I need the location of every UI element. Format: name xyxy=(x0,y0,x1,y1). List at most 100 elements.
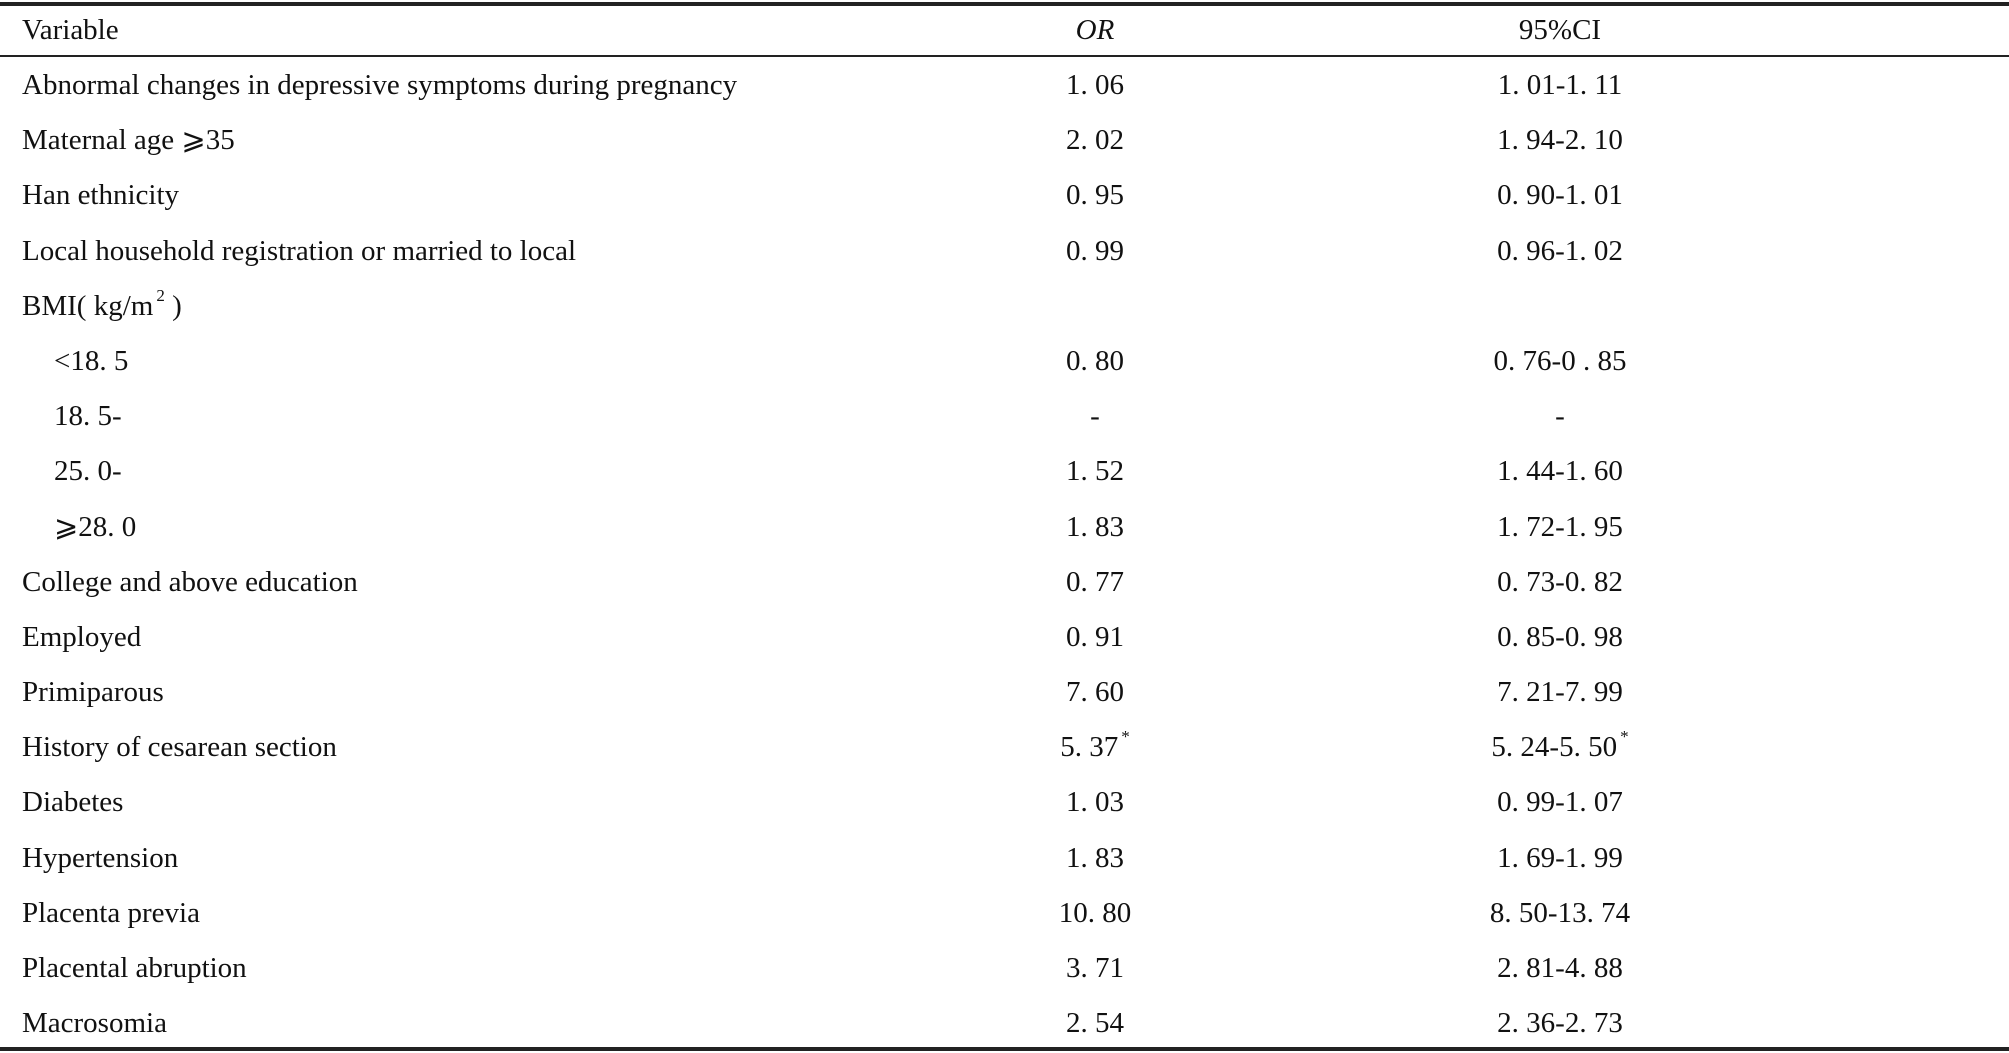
table-row: College and above education 0. 77 0. 73-0.… xyxy=(0,555,2009,610)
or-value: 7. 60 xyxy=(1066,676,1124,709)
ci-value: 1. 44-1. 60 xyxy=(1497,455,1623,488)
variable-text: Placental abruption xyxy=(22,952,247,984)
variable-text: Hypertension xyxy=(22,841,179,874)
or-cell: 0. 80 xyxy=(1000,337,1190,386)
or-value: 1. 83 xyxy=(1066,510,1124,543)
ci-cell: 8. 50-13. 74 xyxy=(1460,889,1660,938)
header-variable: Variable xyxy=(22,14,119,46)
ci-cell: 0. 99-1. 07 xyxy=(1460,778,1660,827)
variable-cell: BMI( kg/m 2 ) xyxy=(22,282,182,331)
or-value: 3. 71 xyxy=(1066,952,1124,984)
or-value: 10. 80 xyxy=(1058,896,1132,929)
ci-cell: 0. 73-0. 82 xyxy=(1460,558,1660,607)
variable-cell: Employed xyxy=(22,613,141,662)
table-header-row: Variable OR 95%CI xyxy=(0,6,2009,55)
or-cell: 0. 95 xyxy=(1000,171,1190,220)
table-row: BMI( kg/m 2 ) xyxy=(0,279,2009,334)
ci-cell: 0. 85-0. 98 xyxy=(1460,613,1660,662)
or-cell: 1. 83 xyxy=(1000,834,1190,883)
or-cell: 1. 03 xyxy=(1000,778,1190,827)
ci-value: 0. 76-0 . 85 xyxy=(1493,344,1627,377)
ci-value: 1. 72-1. 95 xyxy=(1497,510,1623,543)
or-cell: 0. 91 xyxy=(1000,613,1190,662)
ci-value: 2. 36-2. 73 xyxy=(1497,1007,1623,1040)
variable-cell: History of cesarean section xyxy=(22,723,337,772)
variable-text: 18. 5- xyxy=(54,400,122,433)
ci-value: 1. 01-1. 11 xyxy=(1497,69,1623,101)
table-row: Han ethnicity 0. 95 0. 90-1. 01 xyxy=(0,168,2009,223)
table-top-rule xyxy=(0,2,2009,6)
variable-text: BMI( kg/m xyxy=(22,289,154,322)
ci-value: 0. 99-1. 07 xyxy=(1497,786,1623,819)
ci-cell: 2. 36-2. 73 xyxy=(1460,999,1660,1048)
or-value: 0. 99 xyxy=(1066,234,1124,267)
variable-text: Employed xyxy=(22,620,142,653)
variable-cell: ⩾28. 0 xyxy=(54,503,136,552)
ci-value: 0. 90-1. 01 xyxy=(1497,179,1623,212)
variable-text: Han ethnicity xyxy=(22,179,180,212)
header-or: OR xyxy=(1075,14,1115,46)
or-value: 2. 54 xyxy=(1066,1007,1124,1040)
variable-cell: Placenta previa xyxy=(22,889,200,938)
variable-text: 25. 0- xyxy=(54,455,122,488)
ci-value: 2. 81-4. 88 xyxy=(1497,952,1623,984)
ci-value: 0. 73-0. 82 xyxy=(1497,565,1623,598)
variable-text: Abnormal changes in depressive symptoms … xyxy=(22,69,738,101)
or-value: 0. 95 xyxy=(1066,179,1124,212)
ci-cell: 0. 96-1. 02 xyxy=(1460,227,1660,276)
or-value: 1. 03 xyxy=(1066,786,1124,819)
table-row: ⩾28. 0 1. 83 1. 72-1. 95 xyxy=(0,500,2009,555)
or-cell: 0. 99 xyxy=(1000,227,1190,276)
ci-cell: 7. 21-7. 99 xyxy=(1460,668,1660,717)
variable-text: Primiparous xyxy=(22,676,164,709)
variable-cell: College and above education xyxy=(22,558,358,607)
table-row: Local household registration or married … xyxy=(0,224,2009,279)
table-row: Placenta previa 10. 80 8. 50-13. 74 xyxy=(0,886,2009,941)
or-cell: 7. 60 xyxy=(1000,668,1190,717)
variable-cell: Han ethnicity xyxy=(22,171,179,220)
table-row: Employed 0. 91 0. 85-0. 98 xyxy=(0,610,2009,665)
variable-cell: <18. 5 xyxy=(54,337,128,386)
table-row: Maternal age ⩾35 2. 02 1. 94-2. 10 xyxy=(0,113,2009,168)
table-row: Macrosomia 2. 54 2. 36-2. 73 xyxy=(0,996,2009,1051)
ci-cell: 0. 90-1. 01 xyxy=(1460,171,1660,220)
or-value: 5. 37 xyxy=(1060,731,1119,764)
ci-cell: 1. 94-2. 10 xyxy=(1460,116,1660,165)
ci-cell: 1. 01-1. 11 xyxy=(1460,61,1660,110)
table-row: Diabetes 1. 03 0. 99-1. 07 xyxy=(0,775,2009,830)
variable-text: <18. 5 xyxy=(54,344,129,377)
table-row: 18. 5- - - xyxy=(0,389,2009,444)
variable-text: Diabetes xyxy=(22,786,124,819)
header-ci: 95%CI xyxy=(1460,6,1660,55)
or-significance-marker: * xyxy=(1121,727,1130,747)
variable-cell: Hypertension xyxy=(22,834,178,883)
ci-cell: 1. 44-1. 60 xyxy=(1460,447,1660,496)
or-value: 1. 06 xyxy=(1066,69,1124,101)
variable-suffix: ) xyxy=(164,289,182,322)
or-cell: 2. 02 xyxy=(1000,116,1190,165)
or-cell: 1. 83 xyxy=(1000,503,1190,552)
or-cell: - xyxy=(1000,392,1190,441)
variable-text: ⩾28. 0 xyxy=(54,510,137,543)
ci-value: 7. 21-7. 99 xyxy=(1497,676,1623,709)
or-value: 1. 52 xyxy=(1066,455,1124,488)
table-row: 25. 0- 1. 52 1. 44-1. 60 xyxy=(0,444,2009,499)
table-row: Primiparous 7. 60 7. 21-7. 99 xyxy=(0,665,2009,720)
table-row: Hypertension 1. 83 1. 69-1. 99 xyxy=(0,831,2009,886)
table-row: Abnormal changes in depressive symptoms … xyxy=(0,58,2009,113)
table-body: Abnormal changes in depressive symptoms … xyxy=(0,58,2009,1051)
variable-text: History of cesarean section xyxy=(22,731,337,764)
variable-cell: Placental abruption xyxy=(22,944,247,993)
ci-value: 5. 24-5. 50 xyxy=(1491,731,1618,764)
or-value: - xyxy=(1090,400,1100,433)
ci-value: 0. 85-0. 98 xyxy=(1497,620,1623,653)
table-bottom-rule xyxy=(0,1047,2009,1051)
or-value: 0. 80 xyxy=(1066,344,1124,377)
table-row: History of cesarean section 5. 37 * 5. 24-5… xyxy=(0,720,2009,775)
variable-cell: 25. 0- xyxy=(54,447,122,496)
ci-value: 0. 96-1. 02 xyxy=(1497,234,1623,267)
variable-cell: Local household registration or married … xyxy=(22,227,576,276)
table-row: Placental abruption 3. 71 2. 81-4. 88 xyxy=(0,941,2009,996)
variable-cell: Primiparous xyxy=(22,668,164,717)
